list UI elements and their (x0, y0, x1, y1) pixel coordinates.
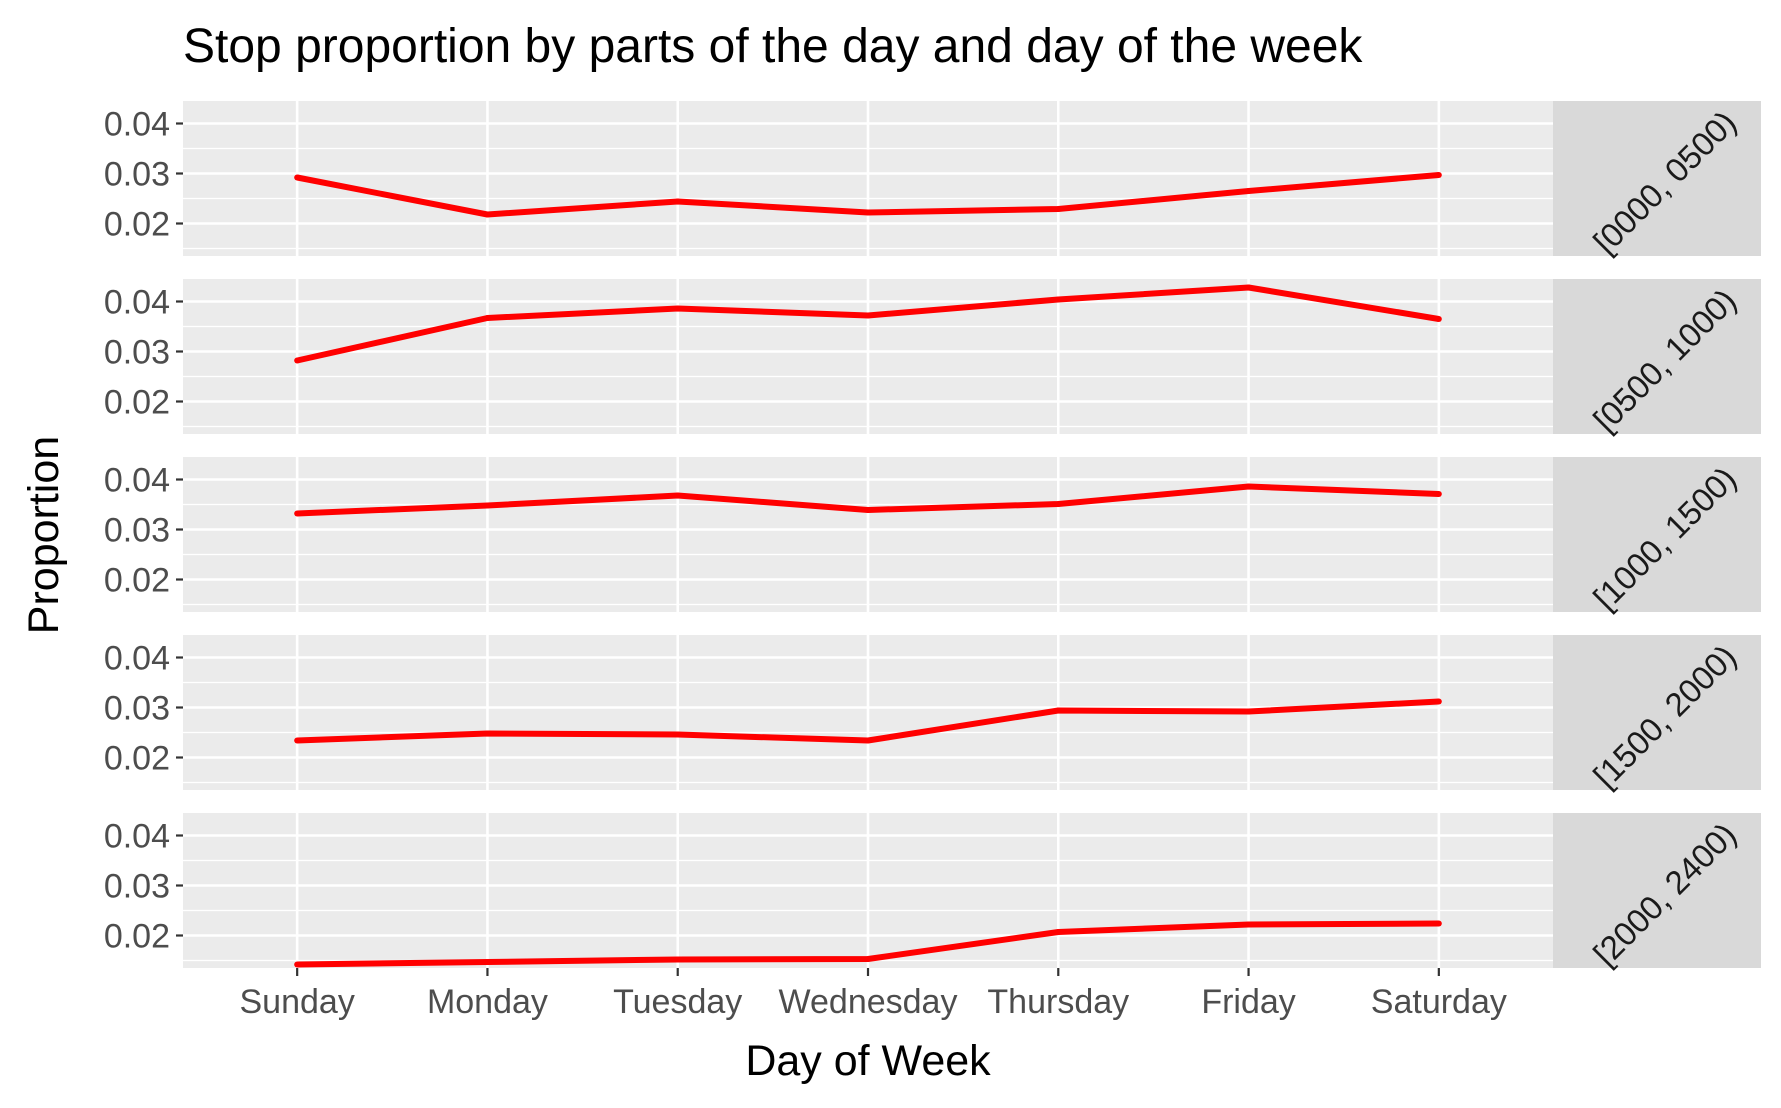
data-point (1245, 921, 1252, 928)
y-tick-label: 0.04 (104, 818, 170, 856)
x-tick-label: Saturday (1371, 983, 1507, 1021)
data-point (294, 961, 301, 968)
facet-panels: 0.020.030.04 [0000, 0500)0.020.030.04 [050… (104, 101, 1761, 973)
facet-strip (1553, 279, 1761, 434)
facet-strip (1553, 457, 1761, 612)
y-tick-label: 0.04 (104, 284, 170, 322)
y-tick-label: 0.02 (104, 206, 170, 244)
y-tick-label: 0.04 (104, 106, 170, 144)
facet-panel: 0.020.030.04 [2000, 2400) (104, 813, 1761, 973)
data-point (294, 174, 301, 181)
facet-panel: 0.020.030.04 [1000, 1500) (104, 457, 1761, 617)
data-point (294, 357, 301, 364)
y-tick-label: 0.03 (104, 512, 170, 550)
x-tick-label: Sunday (240, 983, 355, 1021)
data-point (674, 956, 681, 963)
facet-strip (1553, 813, 1761, 968)
data-point (674, 492, 681, 499)
data-point (865, 737, 871, 744)
data-point (484, 502, 491, 509)
data-point (484, 730, 491, 737)
data-point (1245, 188, 1252, 194)
x-tick-label: Thursday (987, 983, 1129, 1021)
data-point (1055, 296, 1062, 303)
facet-panel: 0.020.030.04 [0500, 1000) (104, 279, 1761, 439)
data-point (484, 211, 491, 218)
data-point (1055, 929, 1062, 935)
data-point (1435, 316, 1442, 322)
x-axis: Sunday Monday Tuesday Wednesday Thursday Frid… (240, 968, 1507, 1021)
y-tick-label: 0.03 (104, 690, 170, 728)
data-point (1055, 206, 1062, 212)
x-tick-label: Monday (427, 983, 548, 1021)
data-point (1435, 491, 1442, 497)
data-point (865, 209, 871, 216)
data-point (484, 315, 491, 321)
data-point (865, 956, 871, 962)
y-tick-label: 0.02 (104, 384, 170, 422)
data-point (674, 731, 681, 738)
y-tick-label: 0.02 (104, 562, 170, 600)
data-point (1245, 483, 1252, 490)
data-point (865, 507, 871, 513)
data-point (1435, 172, 1442, 178)
y-axis-title: Proportion (20, 436, 68, 634)
data-point (1055, 707, 1062, 714)
data-point (1055, 501, 1062, 507)
y-tick-label: 0.04 (104, 640, 170, 678)
x-tick-label: Tuesday (613, 983, 742, 1021)
data-point (674, 305, 681, 312)
y-tick-label: 0.03 (104, 868, 170, 906)
data-point (865, 312, 871, 319)
data-point (294, 510, 301, 517)
facet-panel: 0.020.030.04 [1500, 2000) (104, 635, 1761, 795)
y-tick-label: 0.03 (104, 334, 170, 372)
facet-strip (1553, 101, 1761, 256)
chart-title: Stop proportion by parts of the day and … (183, 20, 1363, 73)
data-point (674, 198, 681, 205)
data-point (1435, 698, 1442, 705)
data-point (1245, 284, 1252, 291)
data-point (294, 737, 301, 744)
y-tick-label: 0.04 (104, 462, 170, 500)
x-axis-title: Day of Week (745, 1037, 991, 1085)
facet-panel: 0.020.030.04 [0000, 0500) (104, 101, 1761, 261)
data-point (484, 959, 491, 965)
data-point (1435, 920, 1442, 927)
y-tick-label: 0.02 (104, 740, 170, 778)
x-tick-label: Wednesday (779, 983, 958, 1021)
y-tick-label: 0.03 (104, 156, 170, 194)
facet-strip (1553, 635, 1761, 790)
x-tick-label: Friday (1201, 983, 1295, 1021)
data-point (1245, 708, 1252, 715)
y-tick-label: 0.02 (104, 918, 170, 956)
